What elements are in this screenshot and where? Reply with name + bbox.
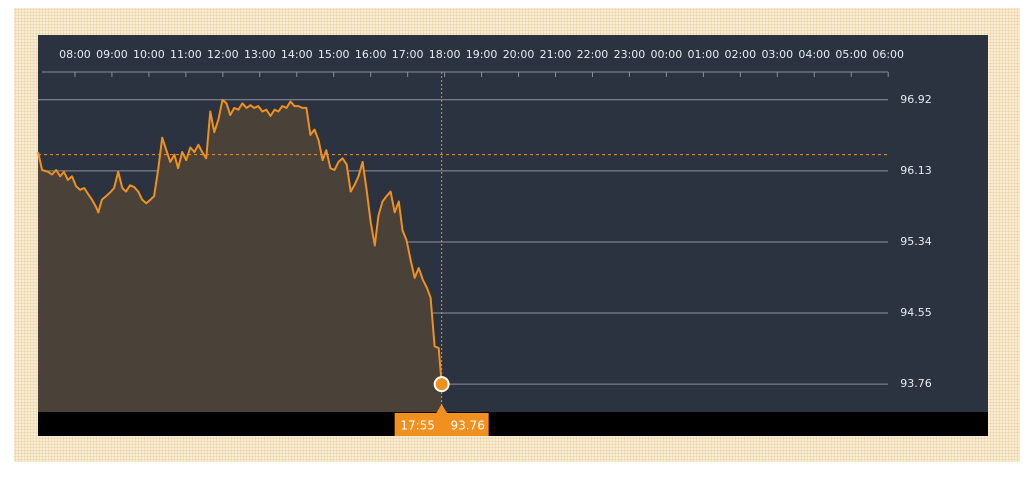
x-tick-label: 17:00	[392, 48, 424, 61]
x-tick-label: 00:00	[651, 48, 683, 61]
y-tick-label: 94.55	[900, 306, 932, 319]
x-tick-label: 08:00	[59, 48, 91, 61]
x-tick-label: 02:00	[724, 48, 756, 61]
time-bar	[38, 412, 988, 436]
x-tick-label: 11:00	[170, 48, 202, 61]
x-tick-label: 04:00	[798, 48, 830, 61]
y-tick-label: 93.76	[900, 377, 932, 390]
x-tick-label: 10:00	[133, 48, 165, 61]
cursor-value-label: 93.76	[450, 419, 484, 433]
x-tick-label: 16:00	[355, 48, 387, 61]
x-tick-label: 22:00	[577, 48, 609, 61]
cursor-time-label: 17:55	[400, 419, 435, 433]
x-tick-label: 20:00	[503, 48, 535, 61]
x-tick-label: 14:00	[281, 48, 313, 61]
x-tick-label: 18:00	[429, 48, 461, 61]
x-tick-label: 13:00	[244, 48, 276, 61]
x-tick-label: 09:00	[96, 48, 128, 61]
y-tick-label: 95.34	[900, 235, 932, 248]
x-tick-label: 21:00	[540, 48, 572, 61]
cursor-pointer	[435, 404, 448, 414]
area-fill	[38, 99, 442, 413]
price-line	[37, 98, 443, 385]
y-tick-label: 96.13	[900, 164, 932, 177]
x-tick-label: 05:00	[835, 48, 867, 61]
x-tick-label: 23:00	[614, 48, 646, 61]
last-point	[433, 376, 450, 393]
x-tick-label: 06:00	[872, 48, 904, 61]
y-tick-label: 96.92	[900, 93, 932, 106]
cursor-label-box	[394, 413, 489, 436]
x-tick-label: 03:00	[761, 48, 793, 61]
x-tick-label: 15:00	[318, 48, 350, 61]
x-tick-label: 01:00	[688, 48, 720, 61]
x-tick-label: 19:00	[466, 48, 498, 61]
x-tick-label: 12:00	[207, 48, 239, 61]
